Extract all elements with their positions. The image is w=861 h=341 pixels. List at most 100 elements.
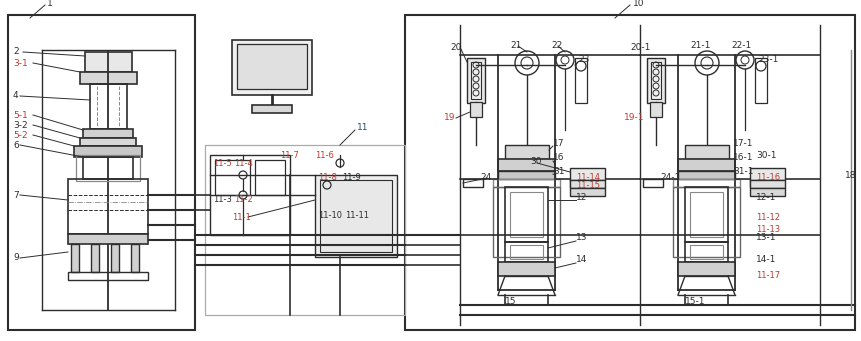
- Bar: [510, 245, 542, 259]
- Bar: [91, 244, 99, 272]
- Text: 3-2: 3-2: [13, 120, 28, 130]
- Bar: [647, 58, 664, 103]
- Text: 14-1: 14-1: [755, 255, 776, 265]
- Bar: [314, 175, 397, 257]
- Bar: [689, 192, 722, 237]
- Bar: [405, 15, 854, 330]
- Text: 3-1: 3-1: [13, 59, 28, 68]
- Text: 12: 12: [575, 193, 586, 203]
- Bar: [569, 180, 604, 188]
- Text: 10: 10: [632, 0, 644, 9]
- Bar: [83, 157, 133, 179]
- Text: 17-1: 17-1: [732, 138, 753, 148]
- Text: 11-5: 11-5: [213, 159, 232, 167]
- Bar: [237, 44, 307, 89]
- Text: 16-1: 16-1: [732, 153, 753, 163]
- Text: 20: 20: [449, 43, 461, 51]
- Text: 15-1: 15-1: [684, 297, 704, 307]
- Bar: [749, 180, 784, 188]
- Text: 22-1: 22-1: [730, 42, 751, 50]
- Text: 24: 24: [480, 174, 491, 182]
- Text: 13: 13: [575, 234, 587, 242]
- Bar: [255, 160, 285, 195]
- Bar: [205, 145, 405, 315]
- Text: 11-10: 11-10: [318, 210, 342, 220]
- Text: 11-16: 11-16: [755, 173, 779, 181]
- Bar: [650, 62, 660, 99]
- Bar: [689, 245, 722, 259]
- Bar: [678, 159, 734, 171]
- Text: 21-1: 21-1: [689, 42, 709, 50]
- Bar: [467, 58, 485, 103]
- Bar: [510, 192, 542, 237]
- Text: 30-1: 30-1: [755, 150, 776, 160]
- Text: 22: 22: [550, 42, 561, 50]
- Text: 9: 9: [13, 253, 19, 263]
- Bar: [210, 155, 289, 235]
- Bar: [684, 187, 728, 242]
- Bar: [68, 272, 148, 280]
- Bar: [76, 155, 139, 181]
- Bar: [754, 58, 766, 103]
- Bar: [8, 15, 195, 330]
- Bar: [649, 102, 661, 117]
- Text: 11-9: 11-9: [342, 174, 361, 182]
- Bar: [569, 168, 604, 180]
- Text: 11-2: 11-2: [233, 195, 252, 205]
- Text: 23: 23: [578, 56, 589, 64]
- Bar: [505, 242, 548, 262]
- Bar: [131, 244, 139, 272]
- Bar: [498, 171, 554, 179]
- Text: 11-3: 11-3: [213, 195, 232, 205]
- Bar: [678, 262, 734, 276]
- Bar: [498, 159, 554, 171]
- Text: 18: 18: [844, 170, 856, 179]
- Text: 19-1: 19-1: [623, 114, 644, 122]
- Text: 11-1: 11-1: [232, 212, 251, 222]
- Text: 20-1: 20-1: [629, 43, 649, 51]
- Text: 11-7: 11-7: [280, 150, 299, 160]
- Text: 11-14: 11-14: [575, 173, 599, 181]
- Bar: [80, 72, 137, 84]
- Text: 5-2: 5-2: [13, 131, 28, 139]
- Text: 11-11: 11-11: [344, 210, 369, 220]
- Bar: [678, 171, 734, 179]
- Bar: [111, 244, 119, 272]
- Bar: [684, 145, 728, 159]
- Bar: [505, 187, 548, 242]
- Bar: [469, 102, 481, 117]
- Text: 1: 1: [47, 0, 53, 9]
- Bar: [85, 52, 132, 72]
- Bar: [71, 244, 79, 272]
- Text: 11-8: 11-8: [318, 174, 337, 182]
- Bar: [319, 180, 392, 252]
- Text: 17: 17: [553, 138, 564, 148]
- Bar: [569, 179, 589, 187]
- Bar: [462, 179, 482, 187]
- Bar: [672, 187, 739, 257]
- Bar: [498, 262, 554, 276]
- Text: 30: 30: [530, 158, 541, 166]
- Bar: [68, 234, 148, 244]
- Bar: [90, 84, 127, 129]
- Text: 12-1: 12-1: [755, 193, 776, 203]
- Text: 16: 16: [553, 153, 564, 163]
- Text: 6: 6: [13, 140, 19, 149]
- Text: 15: 15: [505, 297, 516, 307]
- Bar: [492, 187, 560, 257]
- Text: 11: 11: [356, 123, 368, 133]
- Bar: [749, 168, 784, 180]
- Bar: [749, 188, 784, 196]
- Text: 11-17: 11-17: [755, 270, 779, 280]
- Bar: [642, 179, 662, 187]
- Bar: [214, 160, 250, 195]
- Bar: [749, 179, 769, 187]
- Text: 23-1: 23-1: [757, 56, 777, 64]
- Bar: [74, 146, 142, 157]
- Bar: [505, 145, 548, 159]
- Text: 11-15: 11-15: [575, 181, 599, 191]
- Text: 21: 21: [510, 42, 521, 50]
- Text: 2: 2: [13, 47, 19, 57]
- Text: 11-6: 11-6: [314, 150, 333, 160]
- Text: 11-4: 11-4: [233, 159, 252, 167]
